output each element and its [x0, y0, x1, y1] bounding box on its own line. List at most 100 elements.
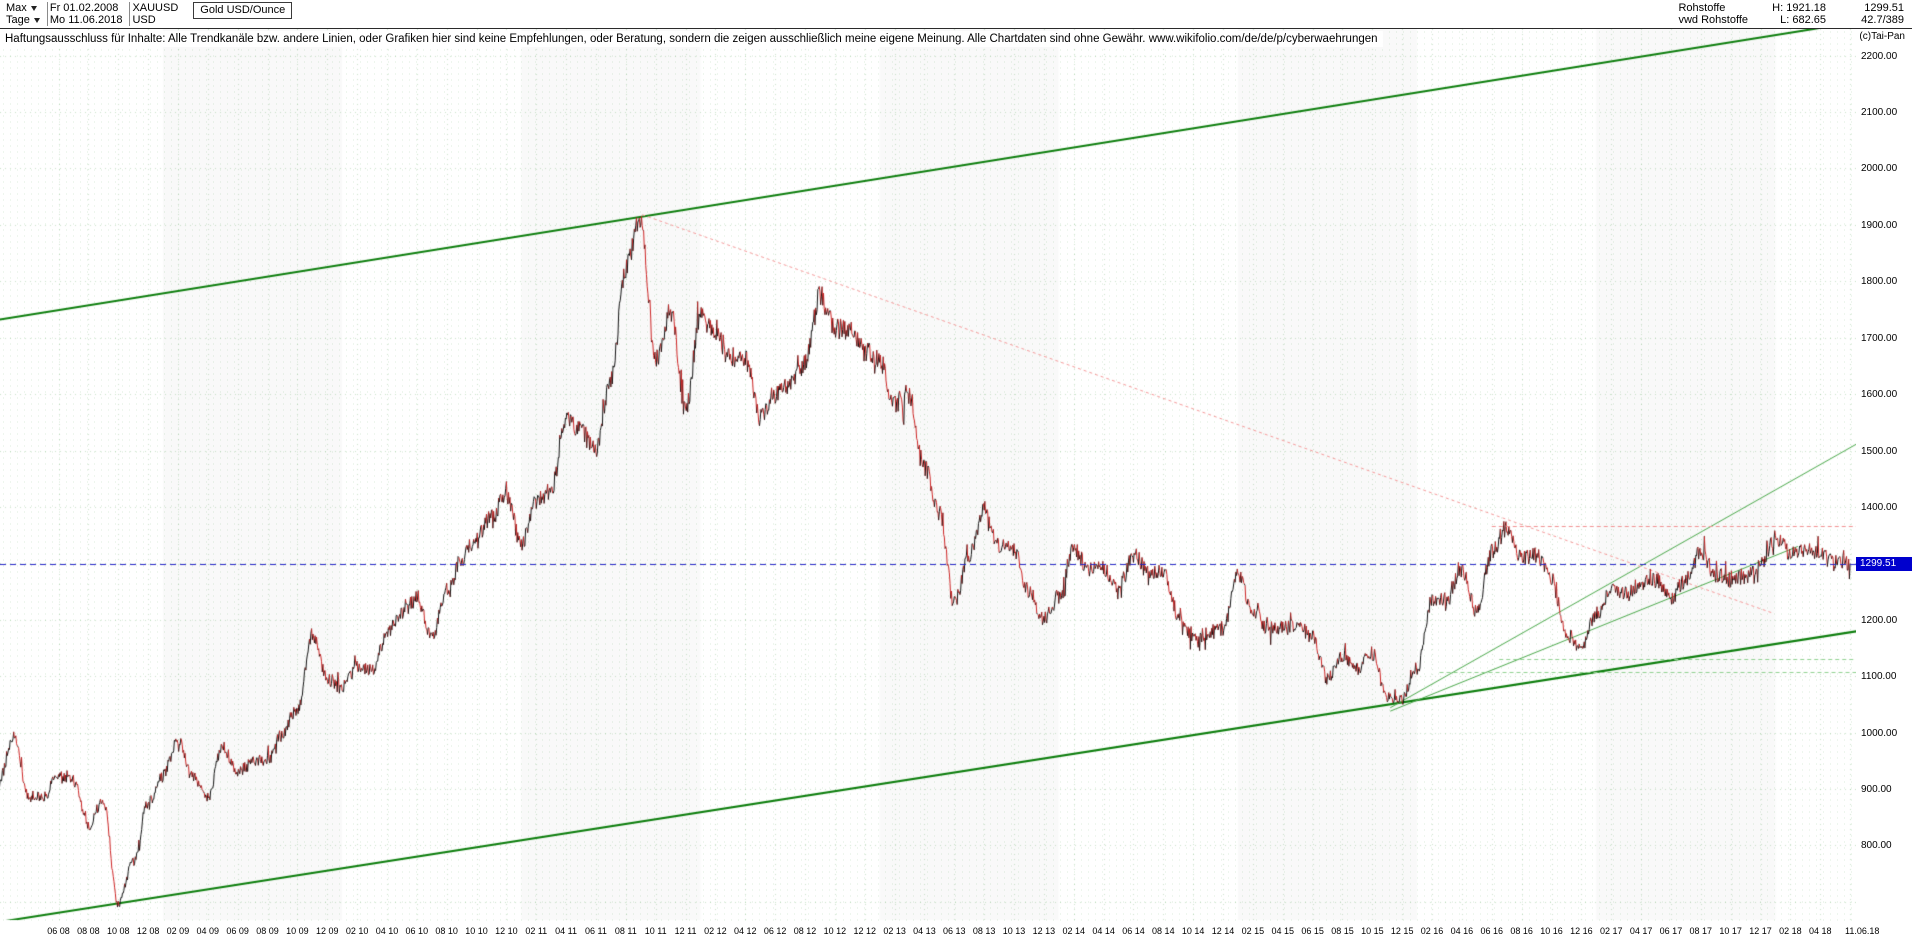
x-axis-label: 06 11 [585, 926, 607, 936]
x-axis-label: 10 12 [823, 926, 847, 936]
chevron-down-icon [30, 6, 37, 11]
x-axis-label: 10 10 [465, 926, 488, 936]
x-axis-label: 12 14 [1211, 926, 1235, 936]
x-axis-label: 04 13 [913, 926, 936, 936]
x-axis-label: 06 16 [1480, 926, 1504, 936]
y-axis-label: 1800.00 [1861, 276, 1898, 288]
x-axis-label: 02 14 [1062, 926, 1085, 936]
wikifolio-link[interactable]: www.wikifolio.com/de/de/p/cyberwaehrunge… [1148, 33, 1378, 45]
instrument-header: Max Tage Fr 01.02.2008 Mo 11.06.2018 XAU… [0, 0, 293, 28]
x-axis-label: 08 10 [435, 926, 458, 936]
x-axis-label: 06 14 [1122, 926, 1145, 936]
x-axis-label: 04 15 [1271, 926, 1295, 936]
x-axis-label: 12 16 [1570, 926, 1593, 936]
currency-code: USD [132, 14, 156, 26]
x-axis-label: 08 14 [1152, 926, 1175, 936]
toolbar: Max Tage Fr 01.02.2008 Mo 11.06.2018 XAU… [0, 0, 1912, 29]
x-axis-label: 12 17 [1749, 926, 1772, 936]
y-axis-label: 900.00 [1861, 783, 1892, 795]
x-axis-label: 04 09 [196, 926, 220, 936]
y-axis-label: 1700.00 [1861, 332, 1898, 344]
symbol-code: XAUUSD [132, 2, 179, 14]
x-axis-label: 08 11 [614, 926, 637, 936]
x-axis-label: 06 10 [405, 926, 429, 936]
last-price-value: 1299.51 [1864, 2, 1904, 14]
x-axis-label: 08 12 [793, 926, 817, 936]
price-chart-canvas[interactable] [0, 29, 1912, 952]
x-axis-label: 10 14 [1181, 926, 1205, 936]
x-axis-label: 02 12 [704, 926, 727, 936]
x-axis-label: 10 11 [644, 926, 667, 936]
x-axis-label: 02 15 [1241, 926, 1265, 936]
x-axis-label: 12 11 [674, 926, 697, 936]
x-axis-label: 02 11 [525, 926, 548, 936]
current-price-tag: 1299.51 [1856, 556, 1912, 571]
x-axis-label: 10 17 [1719, 926, 1742, 936]
x-axis-label: 06 12 [763, 926, 787, 936]
x-axis-label: 08 13 [972, 926, 996, 936]
y-axis-label: 1400.00 [1861, 501, 1898, 513]
x-axis-label: 02 16 [1420, 926, 1444, 936]
y-axis-label: 1000.00 [1861, 727, 1898, 739]
period-selector[interactable]: Tage [6, 14, 40, 26]
x-axis-label: 06 15 [1301, 926, 1324, 936]
y-axis-label: 1500.00 [1861, 445, 1898, 457]
x-axis-label: 08 17 [1689, 926, 1713, 936]
range-selector-label: Max [6, 2, 27, 14]
x-axis-label: 06 13 [943, 926, 966, 936]
x-axis-label: 06 08 [47, 926, 70, 936]
x-axis-label: 08 16 [1510, 926, 1533, 936]
y-axis-label: 800.00 [1861, 840, 1892, 852]
y-axis-label: 2000.00 [1861, 163, 1898, 175]
x-axis-label: 02 18 [1779, 926, 1802, 936]
x-axis-label: 12 13 [1032, 926, 1056, 936]
x-axis-label: 04 14 [1092, 926, 1115, 936]
y-axis-label: 1100.00 [1861, 671, 1897, 683]
y-axis-label: 2200.00 [1861, 50, 1898, 62]
low-value: L: 682.65 [1780, 14, 1826, 26]
x-axis-label: 08 15 [1331, 926, 1354, 936]
x-axis-label: 10 13 [1002, 926, 1026, 936]
last-date-label: 11.06.18 [1845, 926, 1880, 936]
high-value: H: 1921.18 [1772, 2, 1826, 14]
x-axis-label: 10 16 [1540, 926, 1563, 936]
x-axis-label: 02 09 [166, 926, 190, 936]
divider [46, 2, 48, 26]
x-axis-label: 04 10 [375, 926, 399, 936]
chevron-down-icon [33, 18, 40, 23]
x-axis-label: 12 10 [495, 926, 518, 936]
x-axis-label: 12 08 [136, 926, 160, 936]
period-selector-label: Tage [6, 14, 30, 26]
y-axis-label: 1600.00 [1861, 389, 1898, 401]
y-axis-label: 1200.00 [1861, 614, 1898, 626]
disclaimer-bar: Haftungsausschluss für Inhalte: Alle Tre… [0, 31, 1383, 47]
x-axis-label: 04 12 [734, 926, 757, 936]
instrument-name-box[interactable]: Gold USD/Ounce [193, 2, 293, 19]
x-axis-label: 12 12 [853, 926, 876, 936]
feed-category: Rohstoffe [1678, 2, 1726, 14]
x-axis-label: 04 17 [1629, 926, 1653, 936]
price-axis: 2200.00 2100.00 2000.00 1900.00 1800.00 1700.… [1856, 29, 1912, 952]
x-axis-label: 02 17 [1599, 926, 1623, 936]
copyright-label: (c)Tai-Pan [1859, 31, 1905, 42]
disclaimer-text: Haftungsausschluss für Inhalte: Alle Tre… [5, 33, 1146, 45]
time-axis: 06 08 08 08 10 08 12 08 02 09 04 09 06 09 08 09… [0, 921, 1856, 952]
x-axis-label: 02 13 [883, 926, 906, 936]
x-axis-label: 10 08 [106, 926, 130, 936]
y-axis-label: 1900.00 [1861, 219, 1898, 231]
feed-source: vwd Rohstoffe [1678, 14, 1748, 26]
divider [129, 2, 131, 26]
quote-info: Rohstoffe H: 1921.18 1299.51 vwd Rohstof… [1678, 0, 1912, 28]
x-axis-label: 06 17 [1659, 926, 1683, 936]
change-value: 42.7/389 [1861, 14, 1904, 26]
x-axis-label: 02 10 [345, 926, 369, 936]
start-date: Fr 01.02.2008 [49, 2, 119, 14]
x-axis-label: 08 09 [256, 926, 279, 936]
x-axis-label: 04 18 [1808, 926, 1832, 936]
range-selector[interactable]: Max [6, 2, 40, 14]
x-axis-label: 12 15 [1390, 926, 1414, 936]
y-axis-label: 2100.00 [1861, 107, 1898, 119]
end-date: Mo 11.06.2018 [49, 14, 123, 26]
x-axis-label: 12 09 [315, 926, 339, 936]
